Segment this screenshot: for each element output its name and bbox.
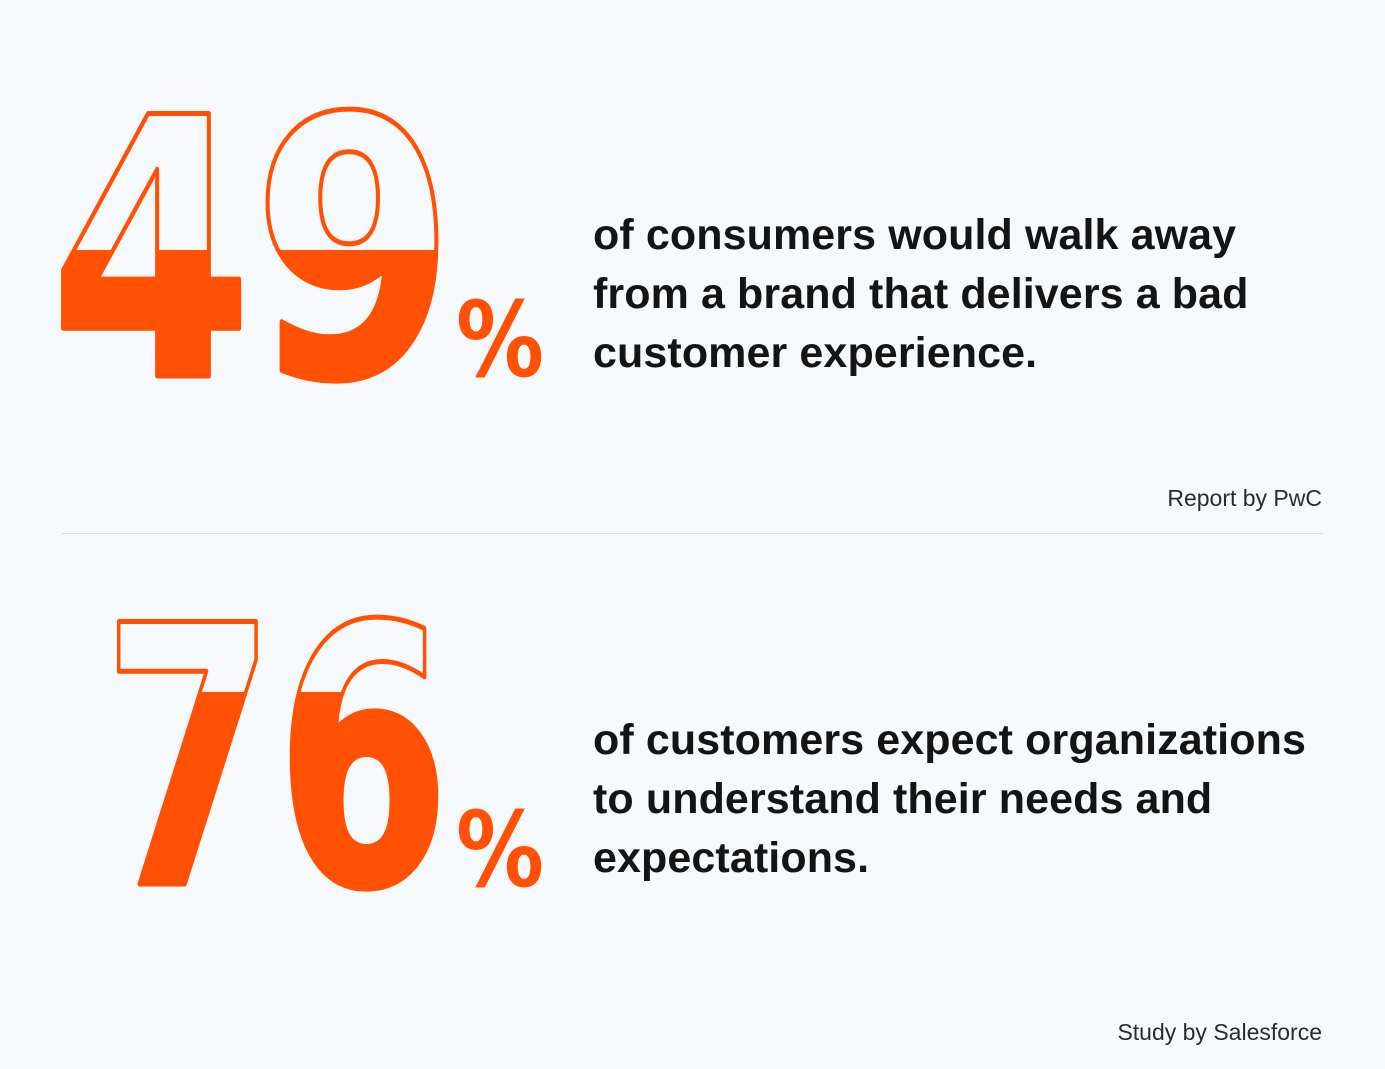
stat-block-76: 76 76 % of customers expect organization… xyxy=(0,535,1385,1069)
stat-value-outline: 49 xyxy=(50,100,455,440)
percent-sign: % xyxy=(456,789,544,911)
stat-statement: of consumers would walk away from a bran… xyxy=(593,211,1249,377)
stat-figure-graphic: 76 76 % xyxy=(100,610,545,950)
divider xyxy=(62,533,1323,534)
percent-sign: % xyxy=(456,279,544,401)
stat-value-outline: 76 xyxy=(102,610,450,950)
stat-figure-graphic: 49 49 % xyxy=(48,100,545,440)
stat-block-49: 49 49 % of consumers would walk away fro… xyxy=(0,0,1385,534)
stat-value-fill: 76 xyxy=(102,610,450,950)
stat-statement: of customers expect organizations to und… xyxy=(593,716,1306,882)
stat-figure: 49 49 % xyxy=(40,100,580,440)
stat-source: Report by PwC xyxy=(1167,485,1322,511)
stat-figure: 76 76 % xyxy=(40,610,580,950)
stat-value-fill: 49 xyxy=(50,100,455,440)
stat-source: Study by Salesforce xyxy=(1117,1019,1322,1045)
